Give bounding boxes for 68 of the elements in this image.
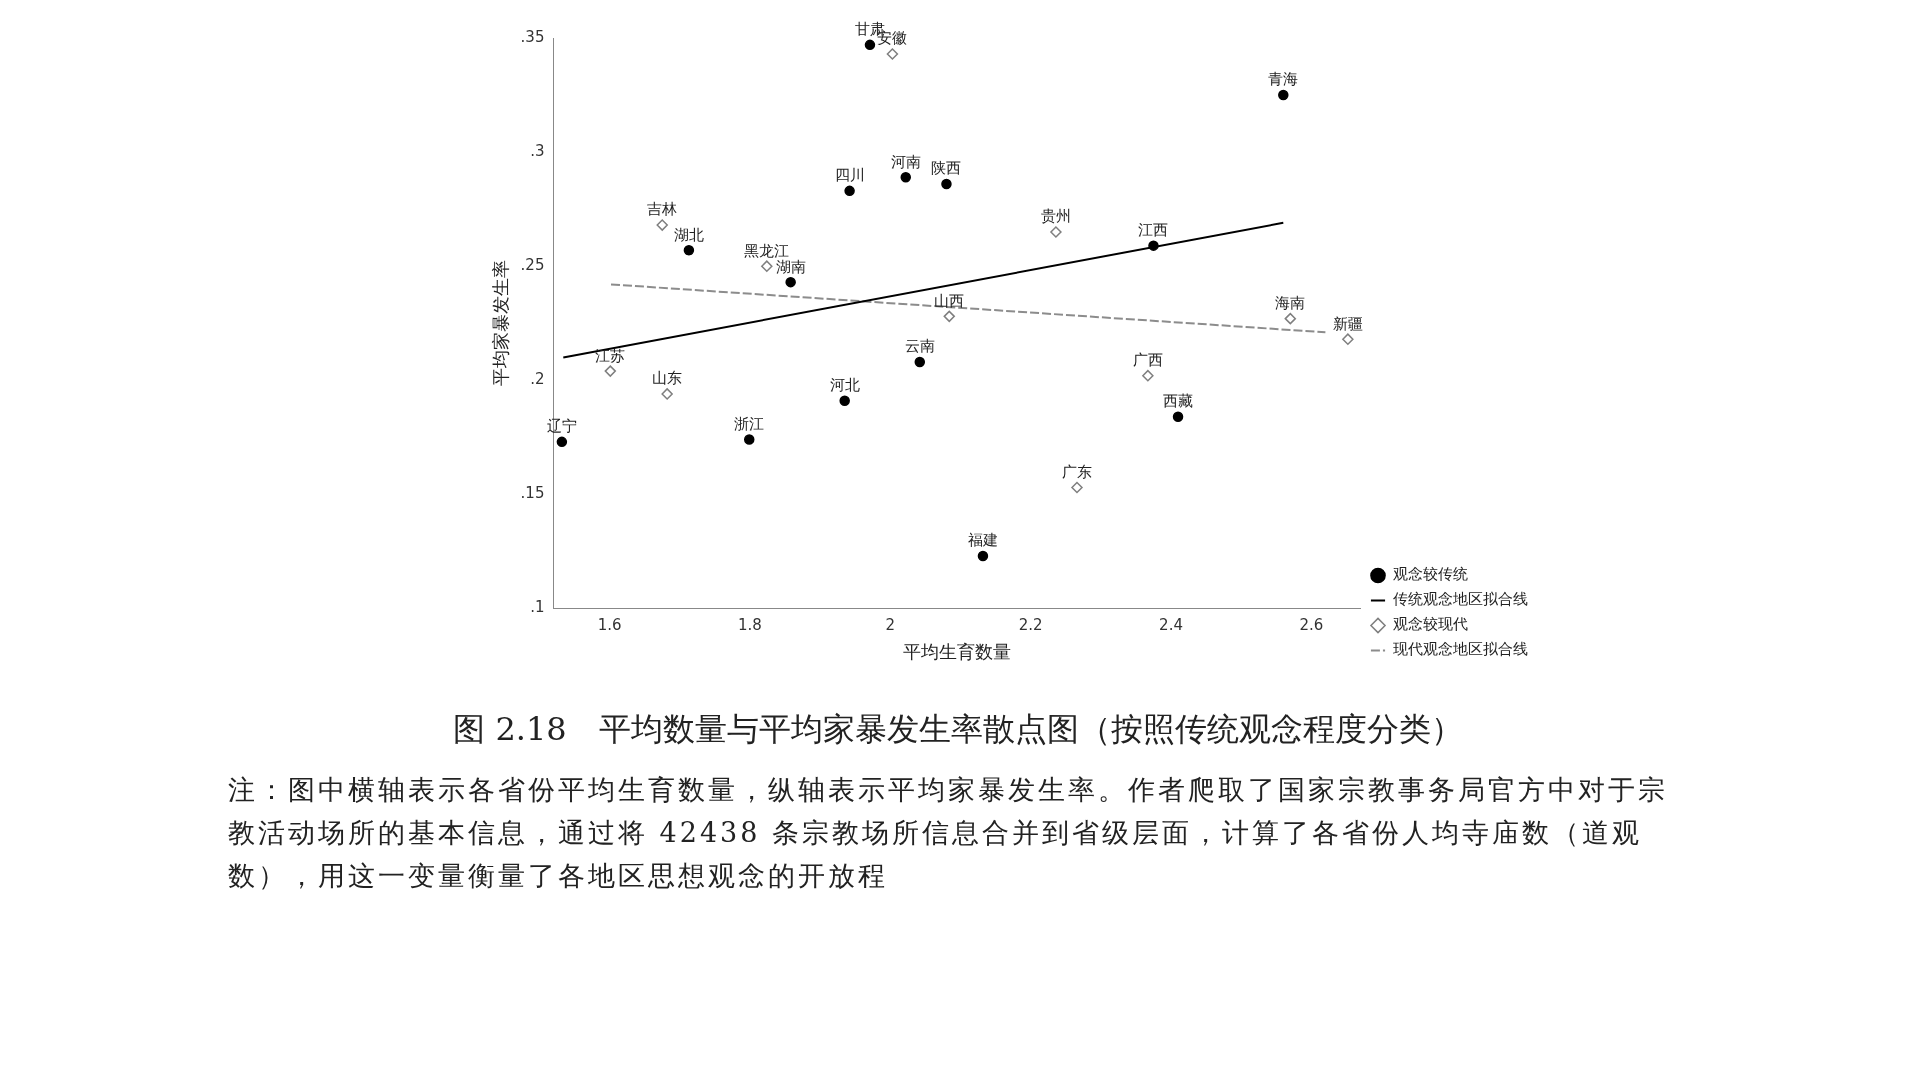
text: 注：图中横轴表示各省份平均生育数量，纵轴表示平均家暴发生率。作者爬取了国家宗教事务局官方中对于宗教活动场所的基本信息，通过将 42438 条宗教场所信息合并到省级层面，计算了各省份人均寺庙数（道观数），用这一变量衡量了各地区思想观念的开放程 [228, 773, 1669, 894]
point [661, 388, 673, 400]
x-tick-label: 2.2 [1018, 616, 1043, 635]
point [1050, 226, 1062, 238]
point [761, 260, 773, 272]
annotation: 广东 [1061, 462, 1092, 481]
point [1142, 369, 1154, 382]
annotation: 青海 [1268, 70, 1299, 89]
point [683, 244, 695, 256]
y-tick-label: .15 [520, 484, 545, 503]
annotation: 陕西 [931, 159, 962, 178]
point [977, 550, 989, 562]
y-axis-title: 平均家暴发生率 [490, 260, 512, 387]
point [1148, 240, 1159, 251]
x-tick-label: 1.6 [597, 616, 622, 635]
y-tick-label: .35 [520, 27, 545, 46]
x-tick-label: 2 [885, 616, 896, 635]
annotation: 江苏 [595, 346, 626, 365]
annotation: 新疆 [1332, 314, 1363, 333]
y-tick-label: .3 [530, 141, 545, 160]
point [556, 436, 568, 448]
annotation: 山西 [934, 291, 965, 310]
point [604, 365, 617, 377]
annotation: 河北 [829, 376, 860, 395]
legend-label: 观念较现代 [1393, 615, 1468, 634]
point [785, 276, 796, 288]
annotation: 贵州 [1040, 207, 1071, 226]
point [1342, 333, 1354, 345]
annotation: 湖北 [673, 225, 704, 244]
point [1278, 89, 1289, 101]
point [744, 434, 755, 445]
annotation: 西藏 [1163, 392, 1194, 411]
x-tick-label: 1.8 [738, 616, 762, 635]
point [844, 185, 855, 197]
annotation: 吉林 [647, 200, 678, 219]
legend-label: 观念较传统 [1393, 565, 1468, 584]
point [1284, 312, 1297, 325]
point [1172, 411, 1184, 422]
x-tick-label: 2.6 [1299, 616, 1324, 635]
point [943, 310, 956, 323]
point [886, 48, 899, 60]
annotation: 辽宁 [546, 417, 577, 436]
annotation: 福建 [967, 531, 998, 550]
point [941, 178, 952, 190]
y-tick-label: .25 [520, 256, 545, 275]
point [839, 395, 850, 407]
annotation: 四川 [834, 166, 865, 185]
y-tick-label: .1 [530, 598, 545, 617]
annotation: 黑龙江 [744, 241, 790, 260]
annotation: 云南 [904, 337, 935, 356]
point [1071, 481, 1083, 494]
y-tick-label: .2 [530, 370, 545, 389]
annotation: 浙江 [734, 414, 765, 433]
x-tick-label: 2.4 [1159, 616, 1183, 635]
annotation: 山东 [652, 369, 683, 388]
x-axis-title: 平均生育数量 [902, 640, 1011, 662]
legend-label: 现代观念地区拟合线 [1393, 640, 1528, 659]
annotation: 河南 [890, 152, 921, 171]
point [656, 219, 668, 231]
point [914, 356, 926, 368]
point [864, 39, 876, 51]
annotation: 海南 [1275, 294, 1306, 313]
annotation: 广西 [1132, 351, 1163, 370]
annotation: 湖南 [775, 257, 806, 276]
legend-label: 传统观念地区拟合线 [1393, 590, 1528, 609]
annotation: 江西 [1138, 221, 1169, 240]
text: 图 2.18 平均数量与平均家暴发生率散点图（按照传统观念程度分类） [452, 709, 1464, 750]
point [900, 171, 911, 183]
